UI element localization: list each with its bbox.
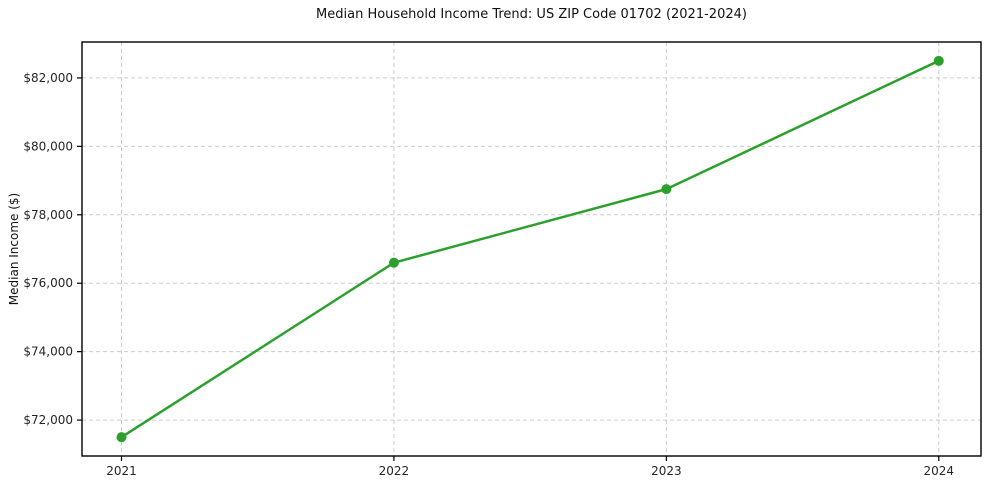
chart-title: Median Household Income Trend: US ZIP Co… (316, 7, 747, 22)
x-tick-label: 2021 (106, 464, 137, 478)
y-tick-label: $78,000 (23, 208, 73, 222)
y-tick-label: $76,000 (23, 276, 73, 290)
x-tick-label: 2022 (379, 464, 410, 478)
data-point-2024 (933, 55, 944, 66)
x-tick-label: 2023 (651, 464, 682, 478)
x-tick-label: 2024 (924, 464, 955, 478)
y-tick-label: $74,000 (23, 345, 73, 359)
data-point-2021 (116, 432, 127, 443)
data-point-2022 (388, 257, 399, 268)
data-point-2023 (661, 184, 672, 195)
y-axis-label: Median Income ($) (7, 192, 21, 306)
trend-line (120, 59, 941, 439)
y-tick-label: $82,000 (23, 71, 73, 85)
y-tick-label: $80,000 (23, 139, 73, 153)
y-tick-label: $72,000 (23, 413, 73, 427)
plot-border (81, 41, 982, 457)
